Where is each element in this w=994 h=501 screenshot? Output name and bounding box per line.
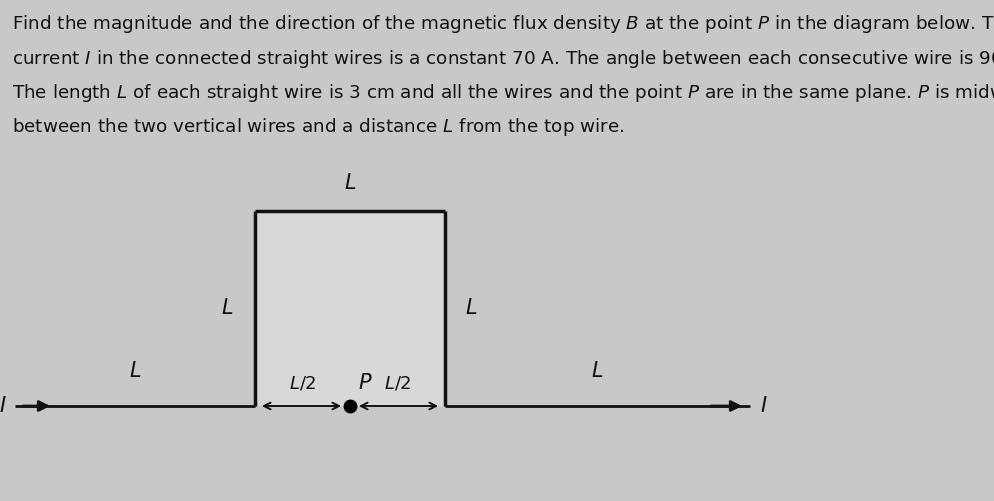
Text: $L/2$: $L/2$ xyxy=(384,374,411,392)
Text: $L$: $L$ xyxy=(221,299,233,319)
Text: current $I$ in the connected straight wires is a constant 70 A. The angle betwee: current $I$ in the connected straight wi… xyxy=(12,48,994,70)
Bar xyxy=(254,211,444,406)
Text: Find the magnitude and the direction of the magnetic flux density $B$ at the poi: Find the magnitude and the direction of … xyxy=(12,13,994,35)
Text: $L$: $L$ xyxy=(464,299,477,319)
Text: $L$: $L$ xyxy=(128,361,141,381)
Text: The length $L$ of each straight wire is 3 cm and all the wires and the point $P$: The length $L$ of each straight wire is … xyxy=(12,82,994,104)
Text: $P$: $P$ xyxy=(358,373,372,393)
Text: $I$: $I$ xyxy=(0,396,7,416)
Text: $L$: $L$ xyxy=(590,361,603,381)
Text: between the two vertical wires and a distance $L$ from the top wire.: between the two vertical wires and a dis… xyxy=(12,117,624,138)
Text: $L/2$: $L/2$ xyxy=(288,374,316,392)
Text: $L$: $L$ xyxy=(344,173,356,193)
Text: $I$: $I$ xyxy=(759,396,766,416)
